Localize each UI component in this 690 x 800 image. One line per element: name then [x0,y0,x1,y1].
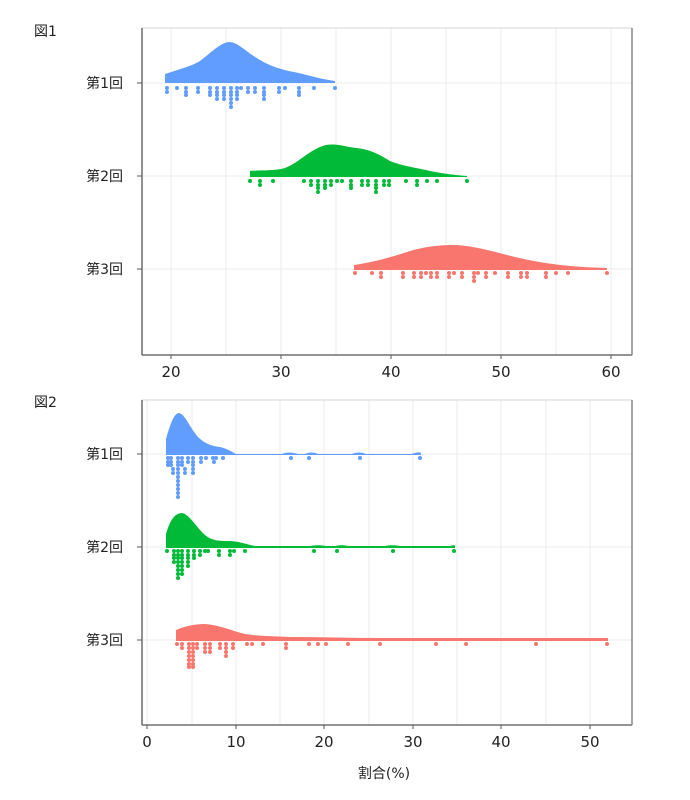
figure-2: 図2 [34,395,633,782]
figure-2-xtick: 30 [403,733,422,751]
figure-2-x-ticks [146,725,591,729]
figure-1-y-ticks [137,82,142,270]
figure-2-xtick: 10 [226,733,245,751]
figure-2-dots-round-2 [165,549,456,580]
figure-1-title: 図1 [34,24,57,40]
figure-1-x-ticks [170,355,612,359]
x-axis-title: 割合(%) [358,765,410,782]
figure-1-dots-round-3 [353,271,609,283]
figure-2-label-round-1: 第1回 [86,446,123,463]
figure-1-dots-round-1 [165,86,337,109]
figure-2-xtick: 20 [314,733,333,751]
figure-1-density-round-3 [354,245,607,270]
figure-1-xtick: 40 [381,363,400,381]
figure-2-xtick: 50 [580,733,599,751]
figure-2-dots-round-1 [166,456,422,499]
figure-1-label-round-3: 第3回 [86,261,123,278]
figure-1-xtick: 50 [491,363,510,381]
figure-1-label-round-1: 第1回 [86,75,123,92]
figure-1-xtick: 20 [161,363,180,381]
figure-2-xtick: 40 [491,733,510,751]
figure-2-density-round-1 [166,413,421,455]
figure-2-xtick: 0 [142,733,152,751]
figure-2-density-round-2 [166,513,455,548]
figure-2-title: 図2 [34,395,57,411]
figure-1-density-round-2 [250,144,467,177]
figure-2-density-round-3 [176,624,608,641]
figure-1: 図1 [34,24,633,381]
figure-2-label-round-2: 第2回 [86,539,123,556]
figure-2-y-ticks [137,453,142,641]
figure-2-dots-round-3 [175,642,609,669]
figure-1-label-round-2: 第2回 [86,168,123,185]
figure-1-density-round-1 [165,42,335,83]
figure-1-xtick: 60 [601,363,620,381]
figure-2-label-round-3: 第3回 [86,632,123,649]
figure-1-xtick: 30 [271,363,290,381]
figure-1-dots-round-2 [248,179,469,194]
